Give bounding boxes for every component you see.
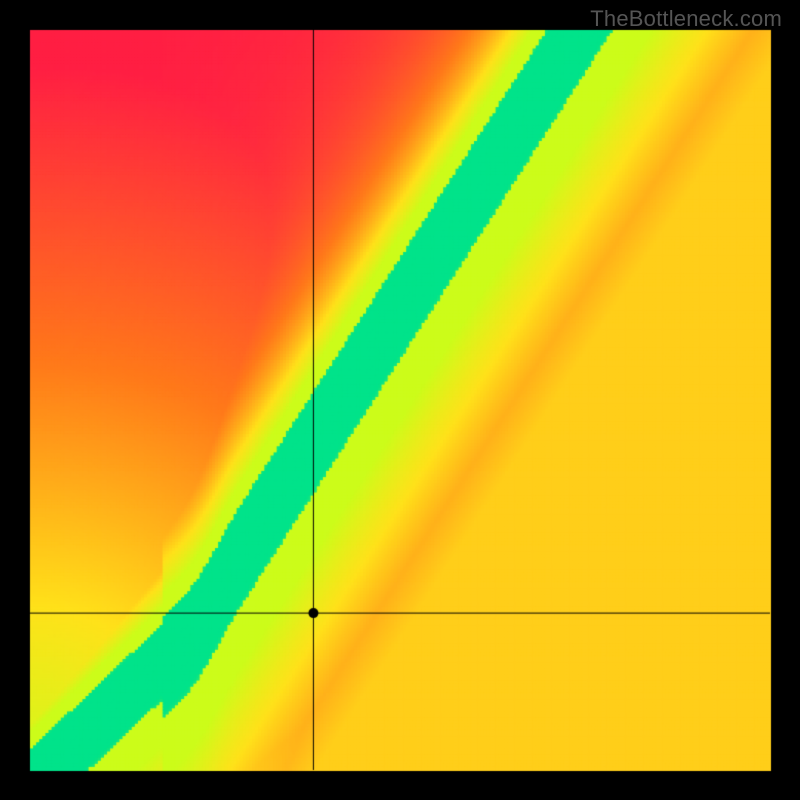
watermark-text: TheBottleneck.com — [590, 6, 782, 32]
chart-container: TheBottleneck.com — [0, 0, 800, 800]
bottleneck-heatmap — [0, 0, 800, 800]
